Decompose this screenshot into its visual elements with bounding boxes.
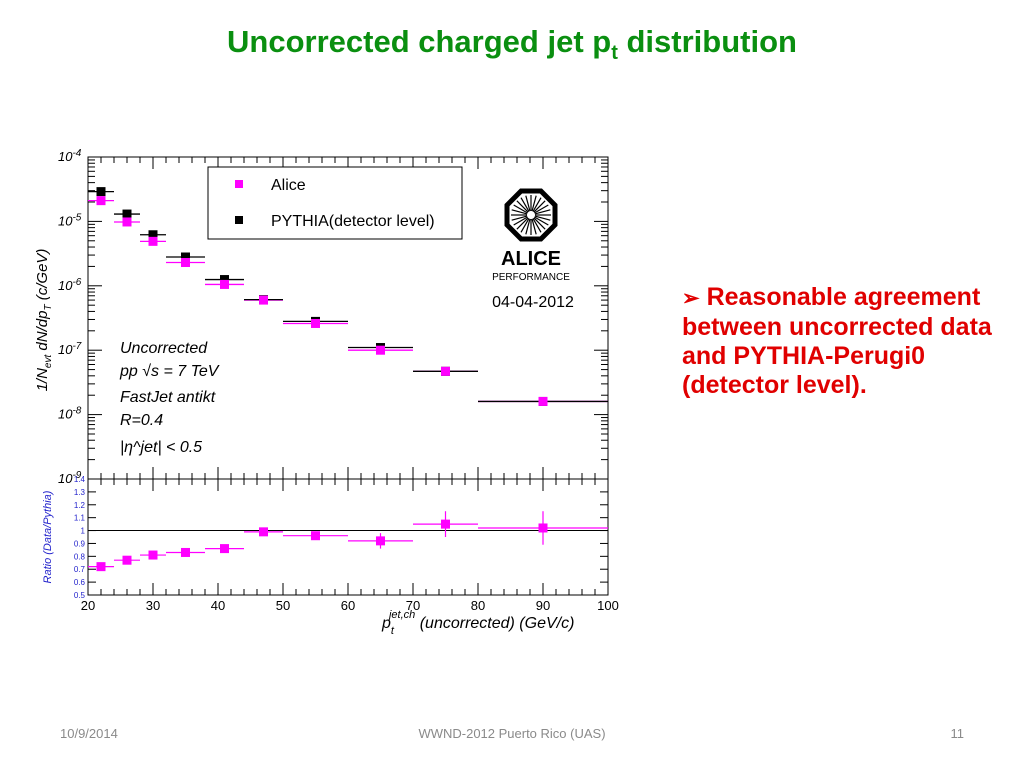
ratio-panel-frame: [87, 478, 609, 596]
annot-line-4: R=0.4: [120, 412, 163, 429]
ratio-xlabel: ptjet,ch (uncorrected) (GeV/c): [381, 609, 574, 637]
xtick-label: 30: [146, 598, 160, 613]
legend-pythia-label: PYTHIA(detector level): [271, 213, 435, 230]
alice-point: [220, 279, 229, 289]
arrow-bullet-icon: ➢: [682, 287, 700, 310]
ytick-label: 10-5: [58, 212, 82, 228]
logo-ray: [533, 200, 546, 213]
alice-point: [441, 366, 450, 376]
logo-ray: [531, 195, 537, 212]
xtick-label: 100: [597, 598, 619, 613]
logo-ray: [513, 204, 528, 214]
alice-point: [122, 217, 132, 227]
xtick-label: 70: [406, 598, 420, 613]
logo-ray: [532, 197, 542, 212]
bullet-text: Reasonable agreement between uncorrected…: [682, 283, 992, 399]
legend-alice-label: Alice: [271, 177, 306, 194]
logo-ray: [520, 218, 530, 233]
logo-text: ALICE: [501, 248, 561, 270]
logo-ray: [520, 197, 530, 212]
ratio-point: [96, 562, 106, 572]
ratio-ytick-label: 0.9: [74, 539, 86, 548]
slide-title: Uncorrected charged jet pt distribution: [227, 24, 797, 65]
ratio-ytick-label: 0.7: [74, 565, 86, 574]
footer-page-number: 11: [950, 726, 965, 741]
pythia-point: [220, 275, 229, 285]
jet-pt-figure: 10-410-510-610-710-810-9 1/Nevt dN/dpT (…: [34, 148, 619, 637]
legend-box: [207, 166, 463, 240]
xtick-label: 80: [471, 598, 485, 613]
legend-pythia-marker: [235, 216, 243, 224]
ratio-ytick-label: 1.3: [74, 488, 86, 497]
ratio-point: [148, 550, 158, 560]
footer-date: 10/9/2014: [60, 726, 118, 741]
ratio-point: [538, 523, 548, 533]
logo-ray: [525, 218, 531, 235]
alice-point: [96, 196, 106, 206]
xtick-label: 20: [81, 598, 95, 613]
logo-ray: [516, 200, 529, 213]
logo-ray: [513, 216, 528, 226]
ratio-ytick-label: 1.4: [74, 475, 86, 484]
ratio-point: [441, 519, 450, 529]
legend-alice-marker: [235, 180, 243, 188]
ytick-label: 10-8: [58, 406, 82, 422]
ratio-point: [311, 531, 320, 541]
logo-ray: [533, 217, 546, 230]
pythia-point: [148, 230, 158, 240]
performance-date: 04-04-2012: [492, 294, 574, 311]
pythia-point: [96, 187, 106, 197]
xtick-label: 90: [536, 598, 550, 613]
xtick-label: 60: [341, 598, 355, 613]
alice-point: [259, 295, 268, 305]
ratio-point: [181, 547, 190, 557]
ytick-label: 10-6: [58, 277, 82, 293]
alice-logo: ALICE PERFORMANCE: [492, 188, 570, 283]
ratio-ytick-label: 1.2: [74, 501, 86, 510]
logo-ray: [516, 217, 529, 230]
ratio-ytick-label: 0.6: [74, 578, 86, 587]
alice-point: [148, 236, 158, 246]
logo-ray: [532, 218, 542, 233]
ratio-ylabel: Ratio (Data/Pythia): [42, 490, 54, 583]
logo-ray: [534, 204, 549, 214]
ratio-ytick-label: 0.8: [74, 552, 86, 561]
logo-sub: PERFORMANCE: [492, 272, 570, 283]
ratio-ytick-label: 1: [81, 527, 86, 536]
alice-point: [376, 345, 385, 355]
logo-ray: [534, 209, 551, 215]
logo-ray: [511, 215, 528, 221]
logo-ray: [531, 218, 537, 235]
alice-point: [538, 396, 548, 406]
pythia-point: [122, 209, 132, 219]
xtick-label: 40: [211, 598, 225, 613]
annot-line-5: |η^jet| < 0.5: [120, 439, 202, 456]
annot-line-3: FastJet antikt: [120, 389, 216, 406]
xtick-label: 50: [276, 598, 290, 613]
ratio-ytick-label: 1.1: [74, 514, 86, 523]
logo-ray: [534, 215, 551, 221]
ratio-point: [259, 527, 268, 537]
ratio-point: [220, 544, 229, 554]
ratio-point: [376, 536, 385, 546]
annot-line-2: pp √s = 7 TeV: [119, 363, 220, 380]
alice-point: [181, 258, 190, 268]
bullet-point: ➢ Reasonable agreement between uncorrect…: [682, 283, 1002, 400]
ratio-point: [122, 555, 132, 565]
footer-center: WWND-2012 Puerto Rico (UAS): [418, 726, 606, 741]
logo-ray: [525, 195, 531, 212]
alice-point: [311, 318, 320, 328]
ratio-ytick-label: 0.5: [74, 591, 86, 600]
top-ylabel: 1/Nevt dN/dpT (c/GeV): [34, 249, 54, 392]
pythia-point: [181, 252, 190, 262]
annot-line-1: Uncorrected: [120, 340, 208, 357]
ytick-label: 10-4: [58, 148, 82, 164]
ytick-label: 10-7: [58, 341, 82, 357]
logo-ray: [511, 209, 528, 215]
logo-ray: [534, 216, 549, 226]
